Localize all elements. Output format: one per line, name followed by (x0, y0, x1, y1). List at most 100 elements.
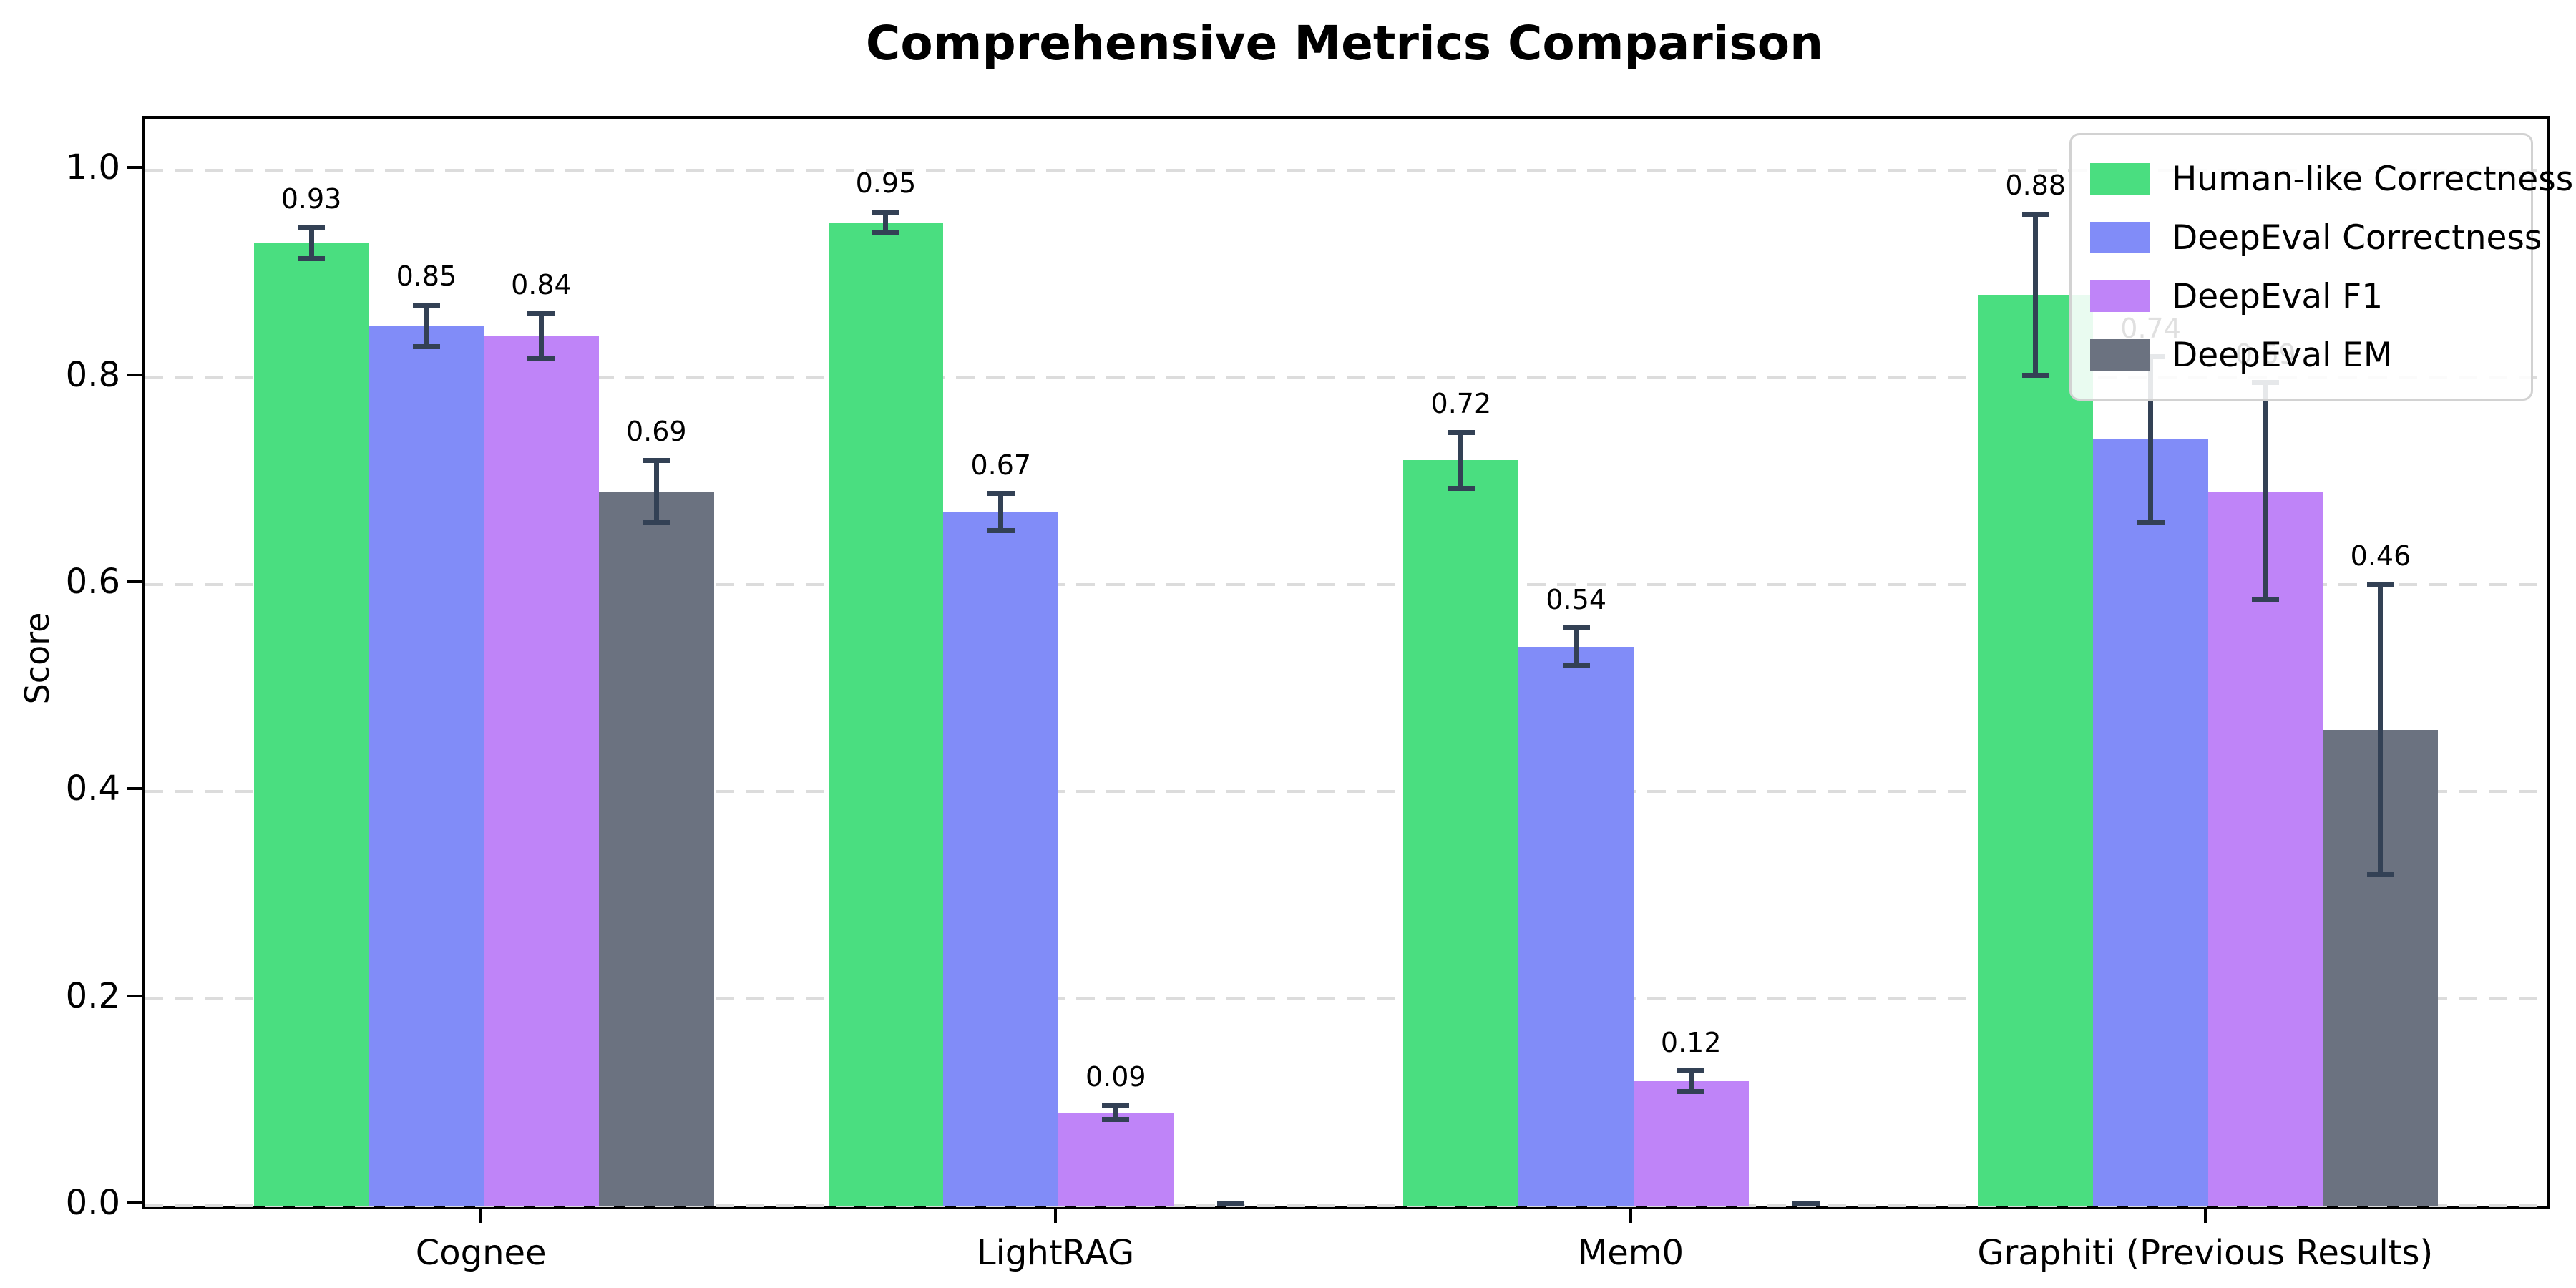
bar (1058, 1112, 1174, 1206)
error-bar (2378, 585, 2384, 875)
error-bar (538, 313, 544, 359)
gridline (145, 1204, 2547, 1207)
bar (483, 336, 599, 1206)
y-tick-mark (127, 166, 142, 170)
error-bar-cap (987, 528, 1015, 534)
bar (2093, 439, 2208, 1206)
error-bar (653, 460, 659, 523)
error-bar-cap (2252, 597, 2280, 603)
legend: Human-like Correctness DeepEval Correctne… (2069, 133, 2573, 401)
bar-value-label: 0.09 (1085, 1060, 1146, 1093)
bar-value-label: 0.93 (280, 182, 342, 215)
legend-color-swatch (2090, 163, 2150, 195)
error-bar-cap (987, 491, 1015, 497)
error-bar-cap (527, 311, 555, 316)
y-tick-mark (127, 580, 142, 583)
legend-label: Human-like Correctness (2172, 159, 2574, 199)
bar-value-label: 0.88 (2005, 170, 2067, 202)
y-tick-label: 0.6 (65, 562, 120, 602)
y-tick-mark (127, 1201, 142, 1204)
legend-item: DeepEval Correctness (2090, 208, 2542, 267)
legend-item: DeepEval F1 (2090, 267, 2512, 326)
x-tick-mark (479, 1209, 483, 1223)
x-tick-label: Cognee (415, 1233, 547, 1273)
bar (1518, 646, 1634, 1206)
error-bar (424, 305, 429, 347)
error-bar-cap (872, 209, 899, 215)
bar-value-label: 0.54 (1546, 583, 1606, 615)
zero-bar-error-cap (1217, 1201, 1245, 1206)
bar-value-label: 0.67 (970, 449, 1032, 481)
y-tick-label: 0.4 (65, 769, 120, 809)
error-bar-cap (412, 302, 440, 308)
legend-item: DeepEval EM (2090, 326, 2512, 384)
bar-value-label: 0.69 (625, 416, 687, 448)
y-tick-label: 0.2 (65, 975, 120, 1016)
error-bar (1688, 1070, 1694, 1092)
error-bar-cap (298, 255, 326, 261)
error-bar (308, 227, 314, 259)
error-bar-cap (412, 343, 440, 349)
x-tick-label: Graphiti (Previous Results) (1977, 1233, 2434, 1273)
legend-label: DeepEval Correctness (2172, 218, 2542, 258)
error-bar-cap (1102, 1103, 1130, 1108)
gridline (145, 790, 2547, 794)
error-bar-cap (1677, 1089, 1705, 1095)
zero-bar-error-cap (1792, 1201, 1820, 1206)
legend-color-swatch (2090, 339, 2150, 371)
error-bar-cap (527, 356, 555, 362)
error-bar (883, 212, 889, 233)
x-tick-mark (1629, 1209, 1632, 1223)
error-bar (1113, 1105, 1118, 1120)
bar-value-label: 0.72 (1430, 388, 1492, 420)
error-bar-cap (643, 519, 670, 525)
bar (828, 222, 944, 1206)
error-bar (1458, 432, 1464, 489)
bar-value-label: 0.95 (855, 167, 917, 200)
error-bar-cap (872, 230, 899, 235)
legend-label: DeepEval EM (2172, 335, 2393, 375)
error-bar-cap (1447, 429, 1475, 435)
error-bar-cap (1102, 1117, 1130, 1123)
y-tick-mark (127, 787, 142, 791)
y-axis-label: Score (18, 612, 57, 705)
legend-label: DeepEval F1 (2172, 276, 2384, 316)
error-bar-cap (2366, 872, 2394, 877)
legend-color-swatch (2090, 222, 2150, 253)
gridline (145, 583, 2547, 586)
legend-color-swatch (2090, 280, 2150, 312)
bar (943, 512, 1059, 1206)
y-tick-label: 0.8 (65, 354, 120, 395)
y-tick-mark (127, 994, 142, 997)
gridline (145, 997, 2547, 1000)
bar-value-label: 0.84 (511, 268, 572, 301)
gridline (145, 376, 2547, 379)
error-bar-cap (1562, 663, 1590, 668)
error-bar-cap (1677, 1068, 1705, 1074)
bar (1403, 460, 1519, 1206)
y-tick-mark (127, 373, 142, 376)
bar (1978, 294, 2094, 1206)
error-bar-cap (2021, 373, 2049, 379)
error-bar (2033, 214, 2039, 376)
bar (598, 491, 714, 1206)
x-tick-label: Mem0 (1577, 1233, 1684, 1273)
error-bar (2263, 382, 2268, 600)
bar-value-label: 0.46 (2350, 540, 2411, 572)
bar (253, 243, 369, 1206)
bar (2207, 491, 2323, 1206)
error-bar (2148, 356, 2154, 523)
error-bar-cap (1447, 485, 1475, 491)
gridline (145, 169, 2547, 172)
x-tick-mark (1054, 1209, 1058, 1223)
error-bar-cap (2366, 582, 2394, 587)
error-bar-cap (1562, 625, 1590, 631)
chart-title: Comprehensive Metrics Comparison (865, 16, 1824, 71)
error-bar (998, 493, 1004, 531)
x-tick-label: LightRAG (976, 1233, 1135, 1273)
error-bar-cap (2137, 519, 2165, 525)
bar (1633, 1081, 1749, 1206)
error-bar-cap (2021, 211, 2049, 217)
y-tick-label: 0.0 (65, 1183, 120, 1223)
